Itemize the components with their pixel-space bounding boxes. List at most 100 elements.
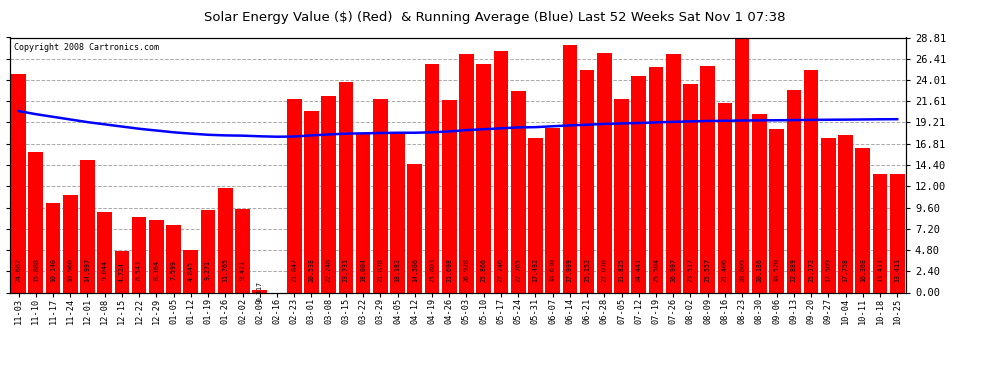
Text: 4.845: 4.845: [188, 261, 194, 281]
Text: 25.172: 25.172: [808, 258, 814, 282]
Bar: [97, 213, 112, 292]
Bar: [580, 70, 594, 292]
Bar: [632, 76, 646, 292]
Text: 23.731: 23.731: [343, 258, 348, 282]
Text: 25.557: 25.557: [705, 258, 711, 282]
Bar: [648, 67, 663, 292]
Bar: [201, 210, 216, 292]
Text: 18.630: 18.630: [549, 258, 555, 282]
Text: 26.997: 26.997: [670, 258, 676, 282]
Text: 9.271: 9.271: [205, 260, 211, 280]
Bar: [132, 217, 147, 292]
Text: 10.140: 10.140: [50, 258, 56, 282]
Text: 21.406: 21.406: [722, 258, 728, 282]
Bar: [149, 220, 163, 292]
Text: 13.411: 13.411: [894, 258, 900, 282]
Bar: [11, 74, 26, 292]
Text: 25.803: 25.803: [429, 258, 435, 282]
Text: 9.421: 9.421: [240, 260, 246, 280]
Text: 18.004: 18.004: [360, 258, 366, 282]
Bar: [252, 290, 267, 292]
Bar: [614, 99, 629, 292]
Text: 4.724: 4.724: [119, 262, 125, 282]
Bar: [183, 250, 198, 292]
Bar: [872, 174, 887, 292]
Bar: [166, 225, 181, 292]
Bar: [494, 51, 508, 292]
Text: 21.847: 21.847: [291, 258, 297, 282]
Bar: [29, 152, 44, 292]
Bar: [511, 91, 526, 292]
Text: Solar Energy Value ($) (Red)  & Running Average (Blue) Last 52 Weeks Sat Nov 1 0: Solar Energy Value ($) (Red) & Running A…: [204, 11, 786, 24]
Bar: [804, 70, 819, 292]
Text: 18.182: 18.182: [395, 258, 401, 282]
Text: 24.682: 24.682: [16, 258, 22, 282]
Text: 20.538: 20.538: [309, 258, 315, 282]
Text: 13.411: 13.411: [877, 258, 883, 282]
Text: 7.599: 7.599: [170, 260, 176, 280]
Bar: [236, 209, 249, 292]
Text: 21.878: 21.878: [377, 258, 383, 282]
Bar: [786, 90, 801, 292]
Text: 8.543: 8.543: [136, 260, 143, 280]
Bar: [890, 174, 905, 292]
Text: 14.997: 14.997: [84, 258, 90, 282]
Bar: [752, 114, 766, 292]
Text: 22.765: 22.765: [515, 258, 521, 282]
Text: 22.248: 22.248: [326, 258, 332, 282]
Text: 0.317: 0.317: [256, 281, 262, 301]
Text: 18.520: 18.520: [773, 258, 780, 282]
Text: 16.368: 16.368: [859, 258, 866, 282]
Bar: [304, 111, 319, 292]
Bar: [839, 135, 852, 292]
Bar: [339, 82, 353, 292]
Text: 14.506: 14.506: [412, 258, 418, 282]
Text: Copyright 2008 Cartronics.com: Copyright 2008 Cartronics.com: [15, 43, 159, 52]
Bar: [528, 138, 543, 292]
Text: 21.825: 21.825: [619, 258, 625, 282]
Text: 22.889: 22.889: [791, 258, 797, 282]
Text: 8.164: 8.164: [153, 260, 159, 280]
Bar: [442, 100, 456, 292]
Text: 28.809: 28.809: [740, 258, 745, 282]
Bar: [769, 129, 784, 292]
Bar: [355, 133, 370, 292]
Bar: [476, 63, 491, 292]
Text: 25.866: 25.866: [481, 258, 487, 282]
Bar: [855, 148, 870, 292]
Bar: [597, 53, 612, 292]
Bar: [718, 103, 733, 292]
Bar: [735, 38, 749, 292]
Text: 17.758: 17.758: [842, 258, 848, 282]
Bar: [115, 251, 130, 292]
Text: 11.765: 11.765: [223, 258, 229, 282]
Text: 26.928: 26.928: [463, 258, 469, 282]
Text: 27.999: 27.999: [567, 258, 573, 282]
Text: 27.070: 27.070: [601, 258, 607, 282]
Bar: [459, 54, 474, 292]
Bar: [63, 195, 77, 292]
Text: 20.186: 20.186: [756, 258, 762, 282]
Text: 27.246: 27.246: [498, 258, 504, 282]
Bar: [80, 160, 95, 292]
Bar: [700, 66, 715, 292]
Text: 15.888: 15.888: [33, 258, 39, 282]
Bar: [287, 99, 302, 292]
Bar: [562, 45, 577, 292]
Bar: [425, 64, 440, 292]
Text: 17.492: 17.492: [533, 258, 539, 282]
Text: 23.517: 23.517: [687, 258, 693, 282]
Bar: [322, 96, 336, 292]
Bar: [373, 99, 388, 292]
Text: 17.509: 17.509: [826, 258, 832, 282]
Bar: [666, 54, 680, 292]
Bar: [683, 84, 698, 292]
Bar: [46, 203, 60, 292]
Bar: [408, 164, 422, 292]
Text: 24.441: 24.441: [636, 258, 642, 282]
Text: 10.960: 10.960: [67, 258, 73, 282]
Bar: [545, 128, 560, 292]
Text: 25.504: 25.504: [653, 258, 659, 282]
Text: 9.044: 9.044: [102, 260, 108, 280]
Text: 25.152: 25.152: [584, 258, 590, 282]
